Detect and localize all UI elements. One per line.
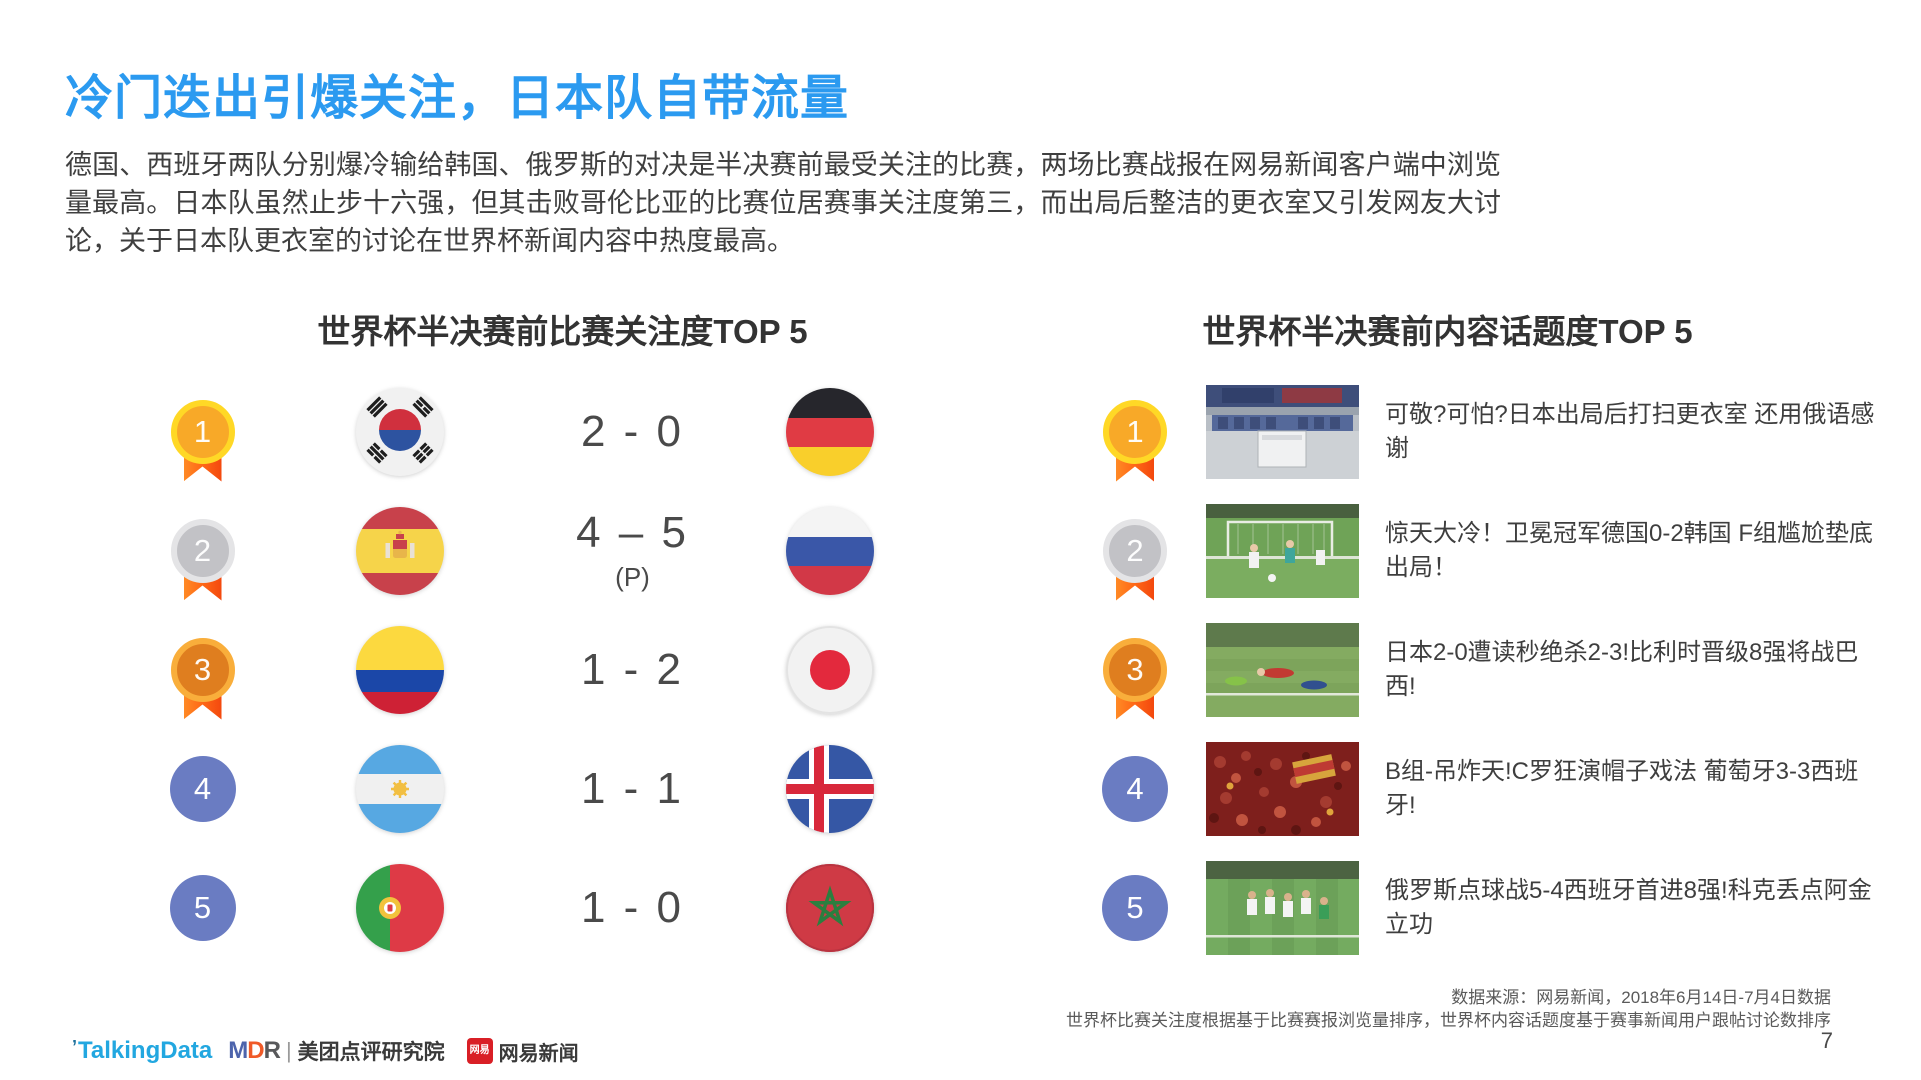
rank-number: 1	[193, 413, 212, 449]
logo-separator: |	[285, 1038, 292, 1063]
meituan-dianping-label: 美团点评研究院	[297, 1041, 445, 1064]
rank-number: 2	[1126, 532, 1144, 568]
rank-badge: 5	[169, 874, 236, 941]
talkingdata-logo: ’TalkingData	[72, 1037, 213, 1064]
topic-thumbnail-japan-belgium	[1206, 622, 1359, 717]
gold-medal-icon: 1	[1103, 399, 1167, 482]
list-item: 3 日本2-0遭读秒绝杀2-3!比利时晋级8强将战巴西!	[1100, 610, 1875, 729]
table-row: 1 2 - 0	[130, 372, 920, 491]
topic-headline: 俄罗斯点球战5-4西班牙首进8强!科克丢点阿金立功	[1385, 876, 1872, 938]
source-line-2: 世界杯比赛关注度根据基于比赛赛报浏览量排序，世界杯内容话题度基于赛事新闻用户跟帖…	[1066, 1011, 1831, 1030]
rank-number: 2	[193, 532, 212, 568]
topic-ranking-list: 1 可敬?可怕?日本出局后打扫更衣室 还用	[1100, 372, 1875, 967]
portugal-flag-icon	[356, 863, 444, 952]
netease-badge-icon: 网易	[466, 1038, 493, 1064]
gold-medal-icon: 1	[170, 399, 235, 482]
silver-medal-icon: 2	[1103, 518, 1167, 601]
rank-number: 4	[1126, 770, 1144, 806]
bronze-medal-icon: 3	[1103, 637, 1167, 720]
germany-flag-icon	[786, 387, 874, 476]
silver-medal-icon: 2	[170, 518, 235, 601]
match-score: 1 - 1	[580, 763, 685, 813]
rank-number: 3	[193, 651, 212, 687]
argentina-flag-icon	[356, 744, 444, 833]
intro-paragraph: 德国、西班牙两队分别爆冷输给韩国、俄罗斯的对决是半决赛前最受关注的比赛，两场比赛…	[65, 150, 1501, 256]
right-panel-title: 世界杯半决赛前内容话题度TOP 5	[1202, 313, 1693, 350]
page-title: 冷门迭出引爆关注，日本队自带流量	[65, 72, 850, 125]
topic-headline: 惊天大冷！卫冕冠军德国0-2韩国 F组尴尬垫底出局！	[1385, 519, 1874, 581]
russia-flag-icon	[786, 506, 874, 595]
match-score: 1 - 0	[580, 882, 685, 932]
list-item: 4	[1100, 729, 1875, 848]
bronze-medal-icon: 3	[170, 637, 235, 720]
source-line-1: 数据来源：网易新闻，2018年6月14日-7月4日数据	[1451, 988, 1831, 1007]
table-row: 3 1 - 2	[130, 610, 920, 729]
match-ranking-list: 1 2 - 0	[130, 372, 920, 967]
rank-badge: 4	[1102, 755, 1168, 822]
topic-thumbnail-germany-korea	[1206, 503, 1359, 598]
rank-badge: 4	[169, 755, 236, 822]
rank-number: 3	[1126, 651, 1144, 687]
topic-thumbnail-russia-spain	[1206, 860, 1359, 955]
south-korea-flag-icon	[356, 387, 444, 476]
japan-flag-icon	[786, 625, 874, 714]
rank-badge: 5	[1102, 874, 1168, 941]
table-row: 5 1 - 0	[130, 848, 920, 967]
netease-news-label: 网易新闻	[498, 1042, 579, 1065]
match-score: 2 - 0	[580, 406, 685, 456]
data-source-note: 数据来源：网易新闻，2018年6月14日-7月4日数据 世界杯比赛关注度根据基于…	[1066, 986, 1831, 1032]
table-row: 4 1 - 1	[130, 729, 920, 848]
talkingdata-tick-icon: ’	[72, 1037, 78, 1057]
topic-thumbnail-locker-room	[1206, 384, 1359, 479]
mdr-logo: MDR	[228, 1037, 281, 1064]
penalties-note: (P)	[615, 562, 650, 592]
table-row: 2 4 – 5 (P)	[130, 491, 920, 610]
match-score: 4 – 5 (P)	[576, 508, 689, 592]
topic-thumbnail-crowd	[1206, 741, 1359, 836]
topic-headline: B组-吊炸天!C罗狂演帽子戏法 葡萄牙3-3西班牙!	[1385, 757, 1859, 819]
rank-number: 4	[193, 770, 212, 806]
rank-number: 1	[1126, 413, 1144, 449]
list-item: 1 可敬?可怕?日本出局后打扫更衣室 还用	[1100, 372, 1875, 491]
rank-number: 5	[1126, 889, 1144, 925]
rank-number: 5	[193, 889, 212, 925]
page-number: 7	[1820, 1028, 1833, 1053]
footer-logos: ’TalkingData MDR | 美团点评研究院 网易 网易新闻	[72, 1036, 579, 1066]
colombia-flag-icon	[356, 625, 444, 714]
topic-headline: 日本2-0遭读秒绝杀2-3!比利时晋级8强将战巴西!	[1385, 638, 1859, 700]
left-panel-title: 世界杯半决赛前比赛关注度TOP 5	[317, 313, 808, 350]
topic-headline: 可敬?可怕?日本出局后打扫更衣室 还用俄语感谢	[1385, 400, 1875, 462]
match-score: 1 - 2	[580, 644, 685, 694]
list-item: 2 惊天大冷！卫冕冠军德国0-2韩国 F组尴尬垫底出局！	[1100, 491, 1875, 610]
spain-flag-icon	[356, 506, 444, 595]
list-item: 5 俄罗斯点球战5-4西班牙首进8强!科克丢点阿金立功	[1100, 848, 1875, 967]
iceland-flag-icon	[786, 744, 874, 833]
morocco-flag-icon	[786, 863, 874, 952]
